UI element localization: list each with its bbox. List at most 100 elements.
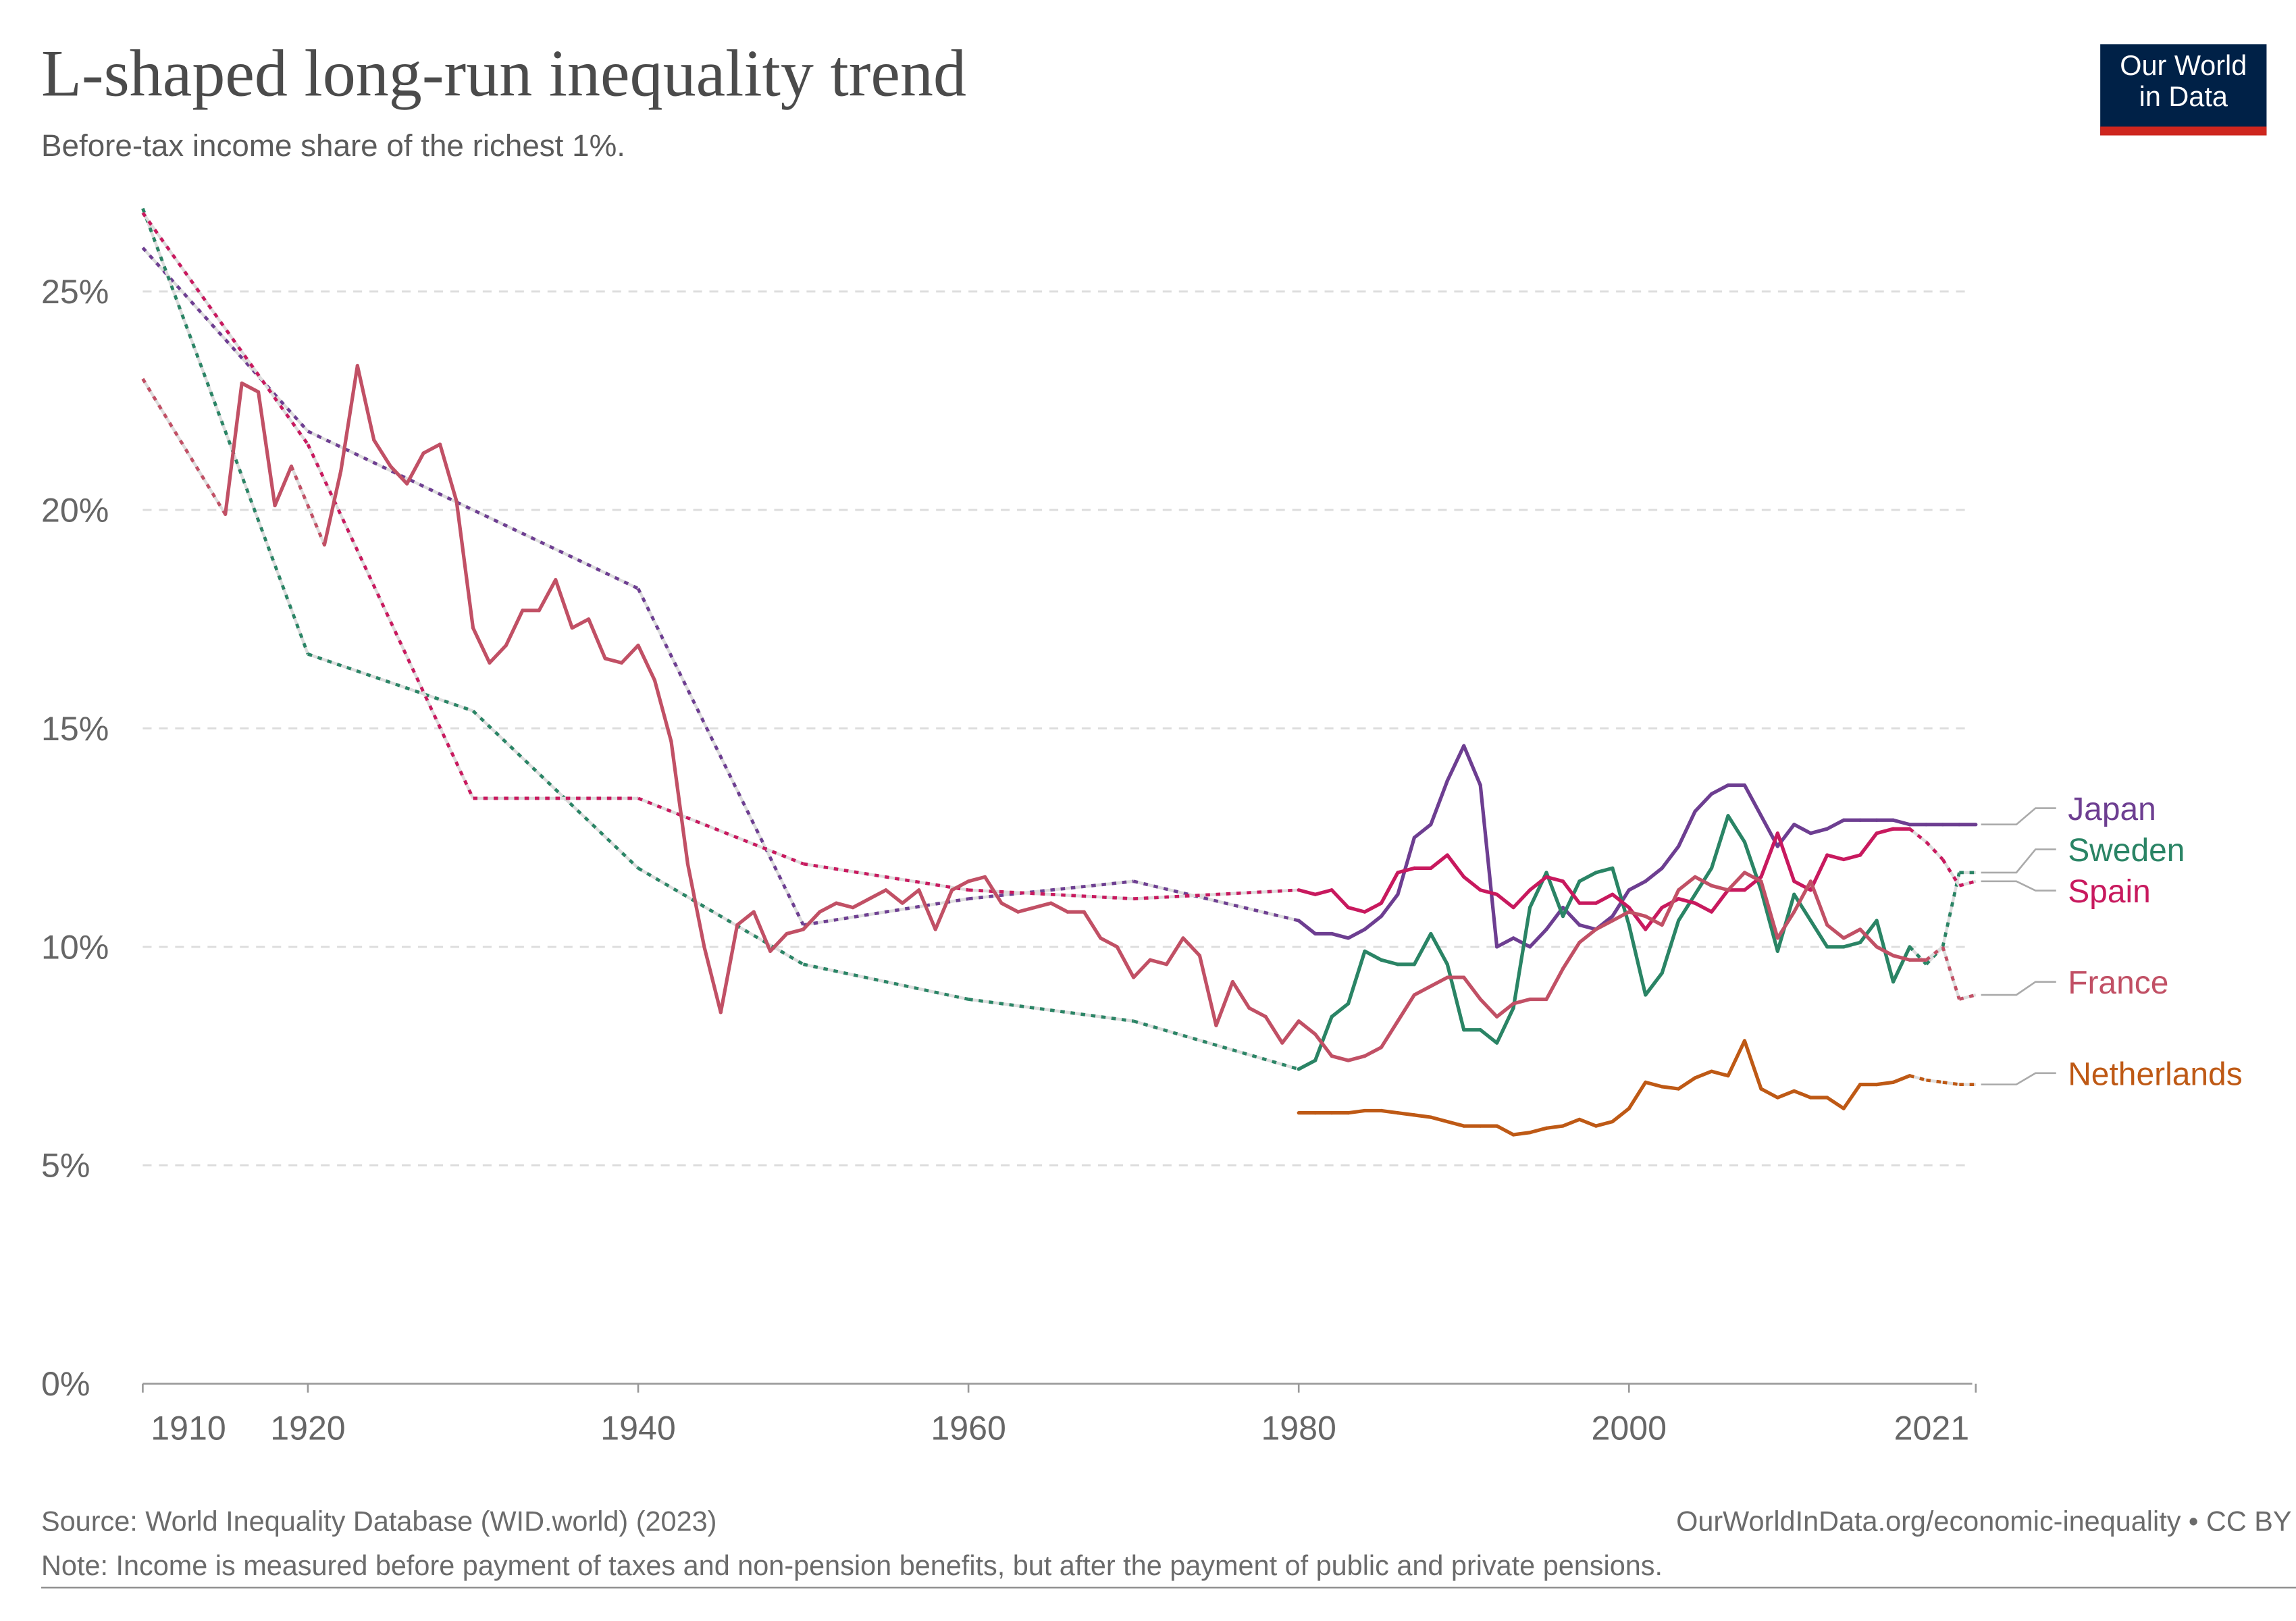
line-segment — [752, 910, 773, 953]
line-segment — [1611, 892, 1631, 910]
line-segment — [1330, 1002, 1351, 1019]
line-segment — [537, 577, 558, 613]
line-segment — [1594, 892, 1615, 905]
line-segment — [1330, 931, 1351, 940]
line-segment — [917, 888, 937, 931]
line-segment — [983, 875, 1003, 905]
line-segment — [1742, 840, 1763, 892]
line-segment — [240, 381, 261, 394]
line-segment-dotted — [1925, 946, 1944, 966]
line-segment — [1132, 958, 1152, 979]
line-segment-dotted — [1958, 993, 1977, 1001]
line-segment — [570, 617, 591, 630]
line-segment — [1429, 779, 1449, 827]
label-connector — [1981, 981, 2056, 996]
line-segment — [999, 901, 1020, 914]
line-segment — [1478, 1028, 1499, 1045]
line-segment — [801, 910, 822, 931]
line-segment — [1478, 888, 1499, 896]
line-segment — [1445, 744, 1466, 783]
line-segment — [1709, 783, 1730, 796]
line-segment — [1858, 831, 1879, 857]
line-segment — [1346, 949, 1367, 1006]
line-segment — [1495, 1006, 1515, 1045]
x-tick-label: 1940 — [600, 1410, 675, 1447]
line-segment — [1842, 927, 1862, 940]
line-segment — [224, 381, 244, 517]
line-segment — [1825, 818, 1846, 831]
line-segment — [1346, 927, 1367, 940]
line-segment — [1462, 875, 1482, 892]
line-segment — [702, 945, 723, 1014]
line-segment-dotted — [968, 879, 1134, 901]
line-segment — [1379, 871, 1400, 905]
credit-link[interactable]: OurWorldInData.org/economic-inequality •… — [1676, 1507, 2292, 1539]
line-segment — [1016, 906, 1037, 914]
line-segment — [1875, 1080, 1896, 1087]
owid-logo[interactable]: Our World in Data — [2100, 44, 2267, 136]
line-segment — [1627, 879, 1648, 892]
x-tick-label: 1920 — [270, 1410, 345, 1447]
line-segment — [1792, 879, 1812, 914]
line-segment — [1644, 906, 1664, 931]
line-segment — [1181, 936, 1202, 958]
line-segment-dotted — [637, 867, 804, 966]
note-text: Note: Income is measured before payment … — [41, 1551, 1663, 1583]
series-label: Sweden — [2068, 833, 2185, 869]
line-segment — [1577, 1117, 1598, 1128]
x-tick-label: 1960 — [931, 1410, 1006, 1447]
line-segment — [1759, 1087, 1779, 1100]
series-japan: Japan — [141, 247, 2156, 949]
line-segment — [554, 577, 574, 630]
line-segment — [1313, 1014, 1334, 1062]
line-segment — [1313, 888, 1334, 896]
logo-red-bar — [2100, 126, 2267, 136]
line-segment-dotted — [968, 888, 1134, 901]
line-segment — [1775, 910, 1796, 940]
line-segment — [1759, 879, 1779, 940]
line-segment — [1693, 792, 1714, 813]
line-segment — [636, 643, 657, 682]
line-segment — [1544, 1124, 1565, 1130]
line-segment — [1775, 1089, 1796, 1100]
line-segment — [1611, 910, 1631, 923]
line-segment — [1825, 1096, 1846, 1110]
line-segment — [1313, 1032, 1334, 1058]
line-segment — [504, 609, 525, 648]
line-segment — [1594, 1119, 1615, 1128]
line-segment — [1660, 844, 1681, 871]
line-segment — [1478, 997, 1499, 1019]
line-segment — [1594, 866, 1615, 875]
line-segment — [1891, 945, 1912, 984]
line-segment — [1346, 1108, 1367, 1115]
line-segment — [1528, 875, 1548, 892]
line-segment — [1115, 945, 1136, 979]
line-segment — [1082, 910, 1103, 940]
line-segment — [1396, 1111, 1416, 1117]
line-segment — [1478, 783, 1499, 949]
label-connector — [1981, 848, 2056, 874]
line-segment — [1677, 809, 1697, 848]
y-tick-label: 0% — [41, 1365, 90, 1403]
line-segment — [1297, 1058, 1317, 1071]
line-segment — [1462, 975, 1482, 1002]
line-segment — [1511, 906, 1532, 1010]
line-segment — [1396, 866, 1416, 875]
line-segment — [1214, 979, 1234, 1027]
line-segment-dotted — [1925, 840, 1944, 861]
line-segment — [454, 499, 475, 630]
line-segment-dotted — [141, 211, 309, 446]
line-segment — [1577, 927, 1598, 945]
line-segment — [1363, 1046, 1384, 1058]
line-segment — [1412, 1113, 1433, 1119]
line-segment — [322, 469, 343, 547]
line-segment — [1709, 814, 1730, 871]
line-segment — [1792, 1089, 1812, 1100]
line-segment — [488, 643, 508, 665]
line-segment — [1891, 954, 1912, 962]
line-segment — [1396, 835, 1416, 896]
line-segment-dotted — [1925, 945, 1944, 962]
line-segment — [1709, 888, 1730, 914]
line-segment — [1561, 879, 1582, 919]
line-segment — [1742, 1039, 1763, 1091]
